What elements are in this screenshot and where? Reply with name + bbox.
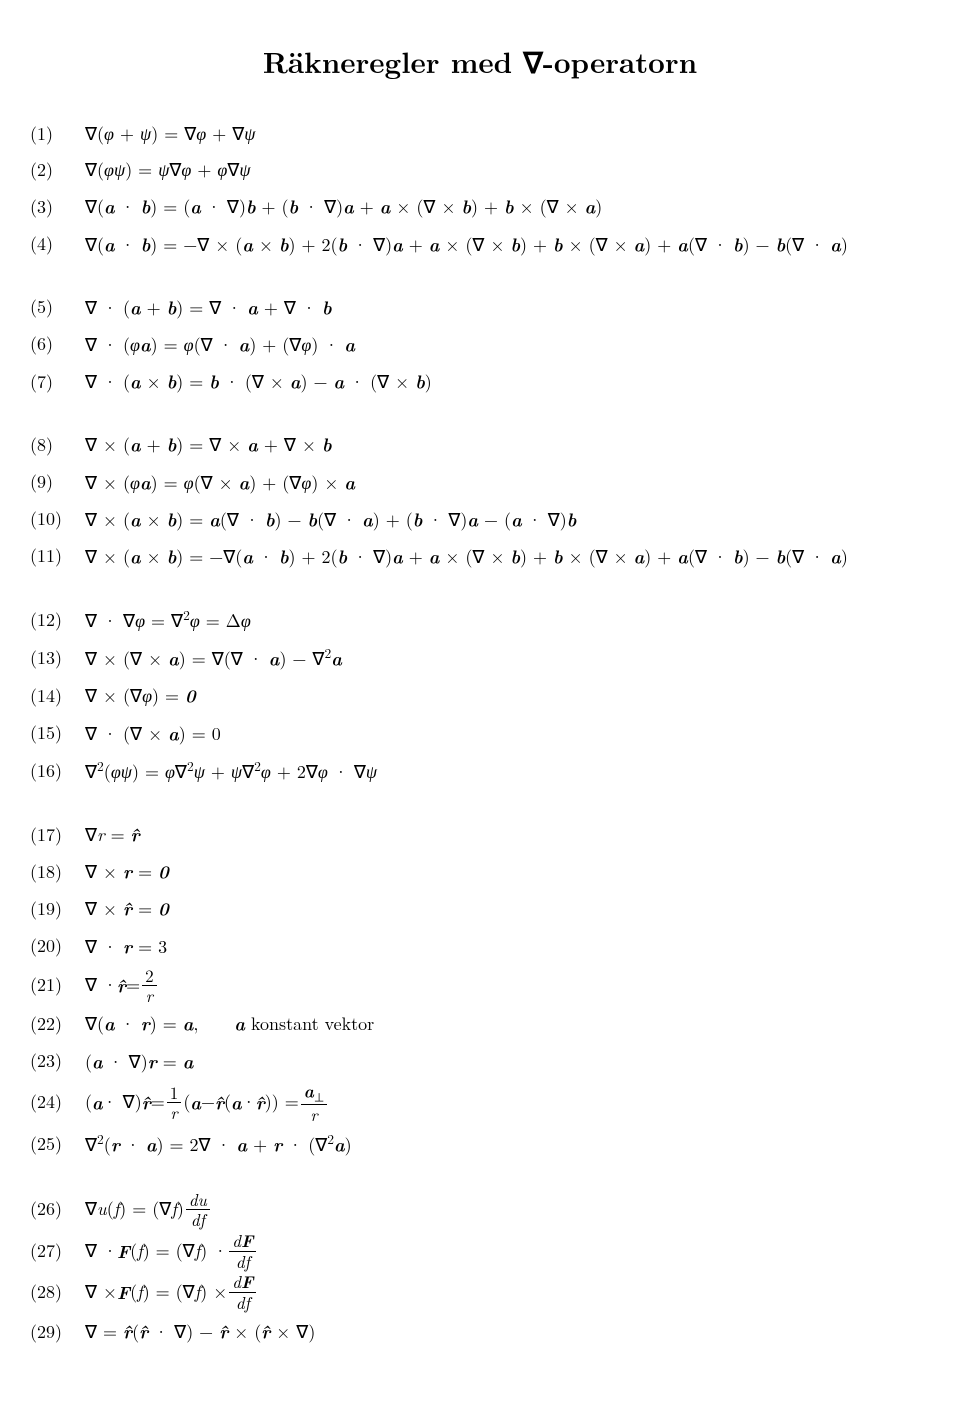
equation-row: (21)∇ · r̂ = 2r: [30, 966, 930, 1005]
equation-number: (22): [30, 1007, 85, 1041]
equation-content: ∇ · r = 3: [85, 929, 167, 964]
equation-number: (23): [30, 1044, 85, 1078]
equation-number: (18): [30, 855, 85, 889]
equation-group: (26)∇u(f) = (∇f)dudf(27)∇ · F(f) = (∇f) …: [30, 1190, 930, 1349]
equation-row: (3)∇(a · b) = (a · ∇)b + (b · ∇)a + a × …: [30, 189, 930, 224]
equation-row: (10)∇ × (a × b) = a(∇ · b) − b(∇ · a) + …: [30, 502, 930, 537]
equation-number: (7): [30, 365, 85, 399]
equation-content: (a · ∇)r = a: [85, 1044, 193, 1079]
equation-content: ∇ × r̂ = 0: [85, 891, 169, 926]
equation-number: (10): [30, 502, 85, 536]
equation-number: (19): [30, 892, 85, 926]
equation-content: ∇(a · b) = −∇ × (a × b) + 2(b · ∇)a + a …: [85, 227, 848, 262]
equation-number: (27): [30, 1234, 85, 1268]
equation-number: (6): [30, 327, 85, 361]
equation-row: (9)∇ × (φa) = φ(∇ × a) + (∇φ) × a: [30, 465, 930, 500]
equation-group: (8)∇ × (a + b) = ∇ × a + ∇ × b(9)∇ × (φa…: [30, 427, 930, 574]
equation-row: (14)∇ × (∇φ) = 0: [30, 678, 930, 713]
equation-number: (25): [30, 1127, 85, 1161]
equation-row: (7)∇ · (a × b) = b · (∇ × a) − a · (∇ × …: [30, 364, 930, 399]
equation-row: (8)∇ × (a + b) = ∇ × a + ∇ × b: [30, 427, 930, 462]
equation-row: (25)∇2(r · a) = 2∇ · a + r · (∇2a): [30, 1126, 930, 1162]
equation-number: (3): [30, 190, 85, 224]
equation-row: (4)∇(a · b) = −∇ × (a × b) + 2(b · ∇)a +…: [30, 227, 930, 262]
equation-content: ∇ = r̂(r̂ · ∇) − r̂ × (r̂ × ∇): [85, 1314, 315, 1349]
equation-row: (28)∇ × F(f) = (∇f) × dFdf: [30, 1272, 930, 1312]
equation-row: (11)∇ × (a × b) = −∇(a · b) + 2(b · ∇)a …: [30, 539, 930, 574]
equation-number: (11): [30, 539, 85, 573]
equation-number: (14): [30, 679, 85, 713]
equation-number: (1): [30, 117, 85, 151]
equation-number: (8): [30, 428, 85, 462]
equation-content: ∇ × (∇ × a) = ∇(∇ · a) − ∇2a: [85, 640, 342, 676]
equation-content: ∇(φ + ψ) = ∇φ + ∇ψ: [85, 117, 255, 151]
equation-row: (1)∇(φ + ψ) = ∇φ + ∇ψ: [30, 117, 930, 151]
equation-row: (5)∇ · (a + b) = ∇ · a + ∇ · b: [30, 290, 930, 325]
equation-row: (19)∇ × r̂ = 0: [30, 891, 930, 926]
equation-content: ∇r = r̂: [85, 817, 140, 852]
equation-number: (29): [30, 1315, 85, 1349]
equation-number: (9): [30, 465, 85, 499]
equation-content: ∇ × F(f) = (∇f) × dFdf: [85, 1272, 258, 1312]
equation-row: (29)∇ = r̂(r̂ · ∇) − r̂ × (r̂ × ∇): [30, 1314, 930, 1349]
equation-number: (24): [30, 1085, 85, 1119]
equation-content: ∇ × (φa) = φ(∇ × a) + (∇φ) × a: [85, 465, 355, 500]
equation-number: (13): [30, 641, 85, 675]
equation-content: (a · ∇)r̂ = 1r (a − r̂(a · r̂)) = a⊥r: [85, 1081, 329, 1124]
equation-content: ∇u(f) = (∇f)dudf: [85, 1190, 212, 1229]
equation-number: (5): [30, 290, 85, 324]
equation-number: (17): [30, 818, 85, 852]
equation-number: (12): [30, 603, 85, 637]
equation-row: (23)(a · ∇)r = a: [30, 1044, 930, 1079]
equation-row: (6)∇ · (φa) = φ(∇ · a) + (∇φ) · a: [30, 327, 930, 362]
equation-content: ∇ · (∇ × a) = 0: [85, 716, 221, 751]
equation-row: (26)∇u(f) = (∇f)dudf: [30, 1190, 930, 1229]
equation-content: ∇ × (a × b) = −∇(a · b) + 2(b · ∇)a + a …: [85, 539, 848, 574]
equation-row: (24)(a · ∇)r̂ = 1r (a − r̂(a · r̂)) = a⊥…: [30, 1081, 930, 1124]
equation-content: ∇2(φψ) = φ∇2ψ + ψ∇2φ + 2∇φ · ∇ψ: [85, 753, 377, 789]
equation-row: (18)∇ × r = 0: [30, 854, 930, 889]
equation-content: ∇ × (a + b) = ∇ × a + ∇ × b: [85, 427, 332, 462]
equation-content: ∇ · (φa) = φ(∇ · a) + (∇φ) · a: [85, 327, 355, 362]
equation-number: (15): [30, 716, 85, 750]
equation-content: ∇2(r · a) = 2∇ · a + r · (∇2a): [85, 1126, 352, 1162]
equation-row: (15)∇ · (∇ × a) = 0: [30, 716, 930, 751]
equation-content: ∇ × (∇φ) = 0: [85, 678, 196, 713]
equation-number: (21): [30, 968, 85, 1002]
equation-number: (20): [30, 929, 85, 963]
equation-row: (27)∇ · F(f) = (∇f) · dFdf: [30, 1231, 930, 1271]
equation-content: ∇ × r = 0: [85, 854, 169, 889]
equation-row: (2)∇(φψ) = ψ∇φ + φ∇ψ: [30, 153, 930, 187]
equation-number: (16): [30, 754, 85, 788]
equation-content: ∇ · (a × b) = b · (∇ × a) − a · (∇ × b): [85, 364, 432, 399]
equation-content: ∇ · r̂ = 2r: [85, 966, 159, 1005]
equation-content: ∇ × (a × b) = a(∇ · b) − b(∇ · a) + (b ·…: [85, 502, 576, 537]
equation-content: ∇(a · r) = a, a konstant vektor: [85, 1006, 374, 1041]
equation-content: ∇ · F(f) = (∇f) · dFdf: [85, 1231, 258, 1271]
equation-group: (17)∇r = r̂(18)∇ × r = 0(19)∇ × r̂ = 0(2…: [30, 817, 930, 1162]
equation-row: (22)∇(a · r) = a, a konstant vektor: [30, 1006, 930, 1041]
equation-number: (26): [30, 1192, 85, 1226]
equation-row: (13)∇ × (∇ × a) = ∇(∇ · a) − ∇2a: [30, 640, 930, 676]
equation-number: (2): [30, 153, 85, 187]
equation-content: ∇(φψ) = ψ∇φ + φ∇ψ: [85, 153, 251, 187]
equation-number: (4): [30, 227, 85, 261]
equation-row: (17)∇r = r̂: [30, 817, 930, 852]
equation-group: (12)∇ · ∇φ = ∇2φ = Δφ(13)∇ × (∇ × a) = ∇…: [30, 602, 930, 789]
equation-row: (20)∇ · r = 3: [30, 929, 930, 964]
equation-number: (28): [30, 1275, 85, 1309]
document-body: (1)∇(φ + ψ) = ∇φ + ∇ψ(2)∇(φψ) = ψ∇φ + φ∇…: [30, 117, 930, 1349]
equation-group: (1)∇(φ + ψ) = ∇φ + ∇ψ(2)∇(φψ) = ψ∇φ + φ∇…: [30, 117, 930, 262]
equation-group: (5)∇ · (a + b) = ∇ · a + ∇ · b(6)∇ · (φa…: [30, 290, 930, 400]
page-title: Räkneregler med ∇-operatorn: [30, 40, 930, 82]
equation-content: ∇ · ∇φ = ∇2φ = Δφ: [85, 602, 251, 638]
equation-row: (12)∇ · ∇φ = ∇2φ = Δφ: [30, 602, 930, 638]
equation-content: ∇(a · b) = (a · ∇)b + (b · ∇)a + a × (∇ …: [85, 189, 602, 224]
equation-content: ∇ · (a + b) = ∇ · a + ∇ · b: [85, 290, 332, 325]
equation-row: (16)∇2(φψ) = φ∇2ψ + ψ∇2φ + 2∇φ · ∇ψ: [30, 753, 930, 789]
